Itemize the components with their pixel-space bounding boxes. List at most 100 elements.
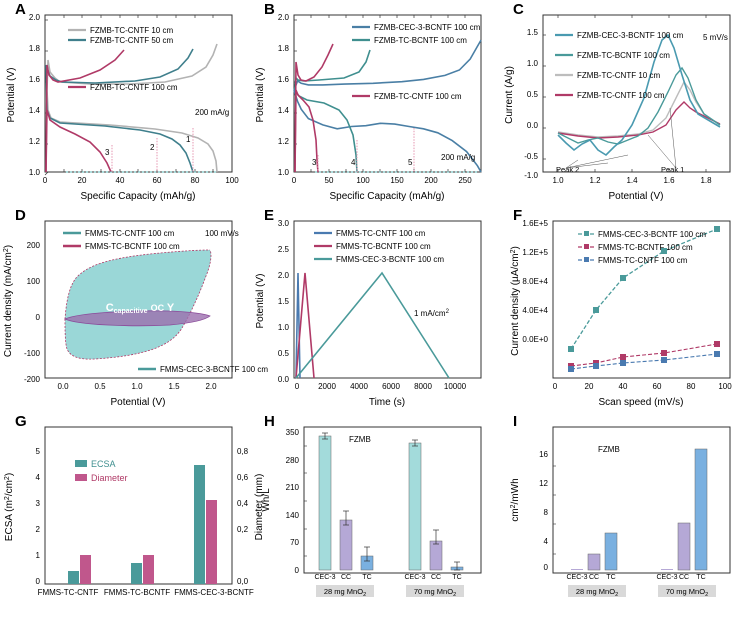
svg-text:ECSA: ECSA xyxy=(91,459,116,469)
svg-text:3.0: 3.0 xyxy=(278,219,290,228)
svg-text:0.0: 0.0 xyxy=(278,375,290,384)
svg-text:0.5: 0.5 xyxy=(94,382,106,391)
svg-text:CEC-3: CEC-3 xyxy=(404,574,425,581)
svg-text:0.5: 0.5 xyxy=(278,349,290,358)
svg-text:CC: CC xyxy=(341,574,351,581)
svg-text:4: 4 xyxy=(36,473,41,482)
svg-text:0: 0 xyxy=(295,566,300,575)
svg-text:1.6E+5: 1.6E+5 xyxy=(522,219,548,228)
svg-text:8: 8 xyxy=(544,508,549,517)
svg-text:-200: -200 xyxy=(24,375,41,384)
svg-text:200: 200 xyxy=(27,241,41,250)
svg-text:2.5: 2.5 xyxy=(278,245,290,254)
svg-text:0.0: 0.0 xyxy=(527,121,539,130)
svg-text:0: 0 xyxy=(36,577,41,586)
svg-text:1.0: 1.0 xyxy=(131,382,143,391)
svg-text:Potential (V): Potential (V) xyxy=(608,191,663,202)
svg-text:FZMB-TC-CNTF 100 cm: FZMB-TC-CNTF 100 cm xyxy=(374,92,462,101)
svg-text:FMMS-TC-BCNTF: FMMS-TC-BCNTF xyxy=(104,588,170,597)
svg-text:60: 60 xyxy=(153,176,162,185)
svg-text:TC: TC xyxy=(362,574,371,581)
svg-text:FMMS-TC-BCNTF 100 cm: FMMS-TC-BCNTF 100 cm xyxy=(336,242,431,251)
svg-text:Potential (V): Potential (V) xyxy=(110,397,165,408)
svg-text:100: 100 xyxy=(356,176,370,185)
svg-text:CEC-3: CEC-3 xyxy=(566,574,587,581)
svg-text:Scan speed (mV/s): Scan speed (mV/s) xyxy=(598,397,683,408)
svg-text:FZMB: FZMB xyxy=(598,445,620,454)
svg-text:2.0: 2.0 xyxy=(205,382,217,391)
svg-text:CEC-3: CEC-3 xyxy=(656,574,677,581)
svg-text:FMMS-TC-BCNTF 100 cm: FMMS-TC-BCNTF 100 cm xyxy=(598,243,693,252)
svg-text:200 mA/g: 200 mA/g xyxy=(441,153,475,162)
svg-text:CC: CC xyxy=(431,574,441,581)
svg-text:2: 2 xyxy=(36,525,41,534)
svg-text:-0.5: -0.5 xyxy=(524,152,538,161)
svg-text:Peak 2: Peak 2 xyxy=(556,165,579,174)
svg-text:1: 1 xyxy=(36,551,41,560)
svg-text:FMMS-CEC-3-BCNTF 100 cm: FMMS-CEC-3-BCNTF 100 cm xyxy=(336,255,444,264)
svg-text:100: 100 xyxy=(27,277,41,286)
svg-text:60: 60 xyxy=(653,382,662,391)
svg-text:40: 40 xyxy=(116,176,125,185)
svg-text:80: 80 xyxy=(191,176,200,185)
svg-text:100 mV/s: 100 mV/s xyxy=(205,229,239,238)
svg-text:4.0E+4: 4.0E+4 xyxy=(522,306,548,315)
svg-text:FZMB-TC-CNTF 100 cm: FZMB-TC-CNTF 100 cm xyxy=(577,91,665,100)
svg-text:0,4: 0,4 xyxy=(237,499,249,508)
svg-text:20: 20 xyxy=(585,382,594,391)
svg-text:4: 4 xyxy=(544,537,549,546)
svg-text:FMMS-CEC-3-BCNTF 100 cm: FMMS-CEC-3-BCNTF 100 cm xyxy=(598,230,706,239)
svg-text:2.0: 2.0 xyxy=(278,13,290,22)
svg-text:1.0: 1.0 xyxy=(29,168,41,177)
svg-text:200 mA/g: 200 mA/g xyxy=(195,108,229,117)
svg-text:1.0: 1.0 xyxy=(278,323,290,332)
svg-text:TC: TC xyxy=(452,574,461,581)
svg-text:1.0: 1.0 xyxy=(552,176,564,185)
svg-text:0.5: 0.5 xyxy=(527,90,539,99)
svg-text:FMMS-TC-CNTF: FMMS-TC-CNTF xyxy=(38,588,99,597)
svg-text:Potential (V): Potential (V) xyxy=(255,67,266,122)
svg-text:280: 280 xyxy=(286,456,300,465)
svg-text:1.0: 1.0 xyxy=(278,168,290,177)
svg-text:Current density (µA/cm2): Current density (µA/cm2) xyxy=(510,246,521,356)
svg-text:FZMB-TC-CNTF 100 cm: FZMB-TC-CNTF 100 cm xyxy=(90,83,178,92)
svg-text:Time (s): Time (s) xyxy=(369,397,405,408)
svg-text:80: 80 xyxy=(687,382,696,391)
svg-text:CC: CC xyxy=(679,574,689,581)
svg-text:0: 0 xyxy=(295,382,300,391)
svg-text:Specific Capacity (mAh/g): Specific Capacity (mAh/g) xyxy=(80,191,195,202)
svg-text:0.0E+0: 0.0E+0 xyxy=(522,335,548,344)
svg-text:150: 150 xyxy=(390,176,404,185)
svg-text:2: 2 xyxy=(150,143,155,152)
svg-text:0,0: 0,0 xyxy=(237,577,249,586)
svg-text:FMMS-TC-CNTF 100 cm: FMMS-TC-CNTF 100 cm xyxy=(598,256,688,265)
svg-text:Current density (mA/cm2): Current density (mA/cm2) xyxy=(3,245,14,357)
svg-text:8.0E+4: 8.0E+4 xyxy=(522,277,548,286)
svg-text:3: 3 xyxy=(36,499,41,508)
svg-text:CC: CC xyxy=(589,574,599,581)
svg-text:FMMS-TC-CNTF 100 cm: FMMS-TC-CNTF 100 cm xyxy=(336,229,426,238)
svg-text:FZMB-TC-CNTF 10 cm: FZMB-TC-CNTF 10 cm xyxy=(577,71,660,80)
svg-text:FMMS-CEC-3-BCNTF: FMMS-CEC-3-BCNTF xyxy=(174,588,254,597)
svg-text:1.2: 1.2 xyxy=(589,176,601,185)
svg-text:1.8: 1.8 xyxy=(700,176,712,185)
svg-text:FZMB-TC-CNTF 10 cm: FZMB-TC-CNTF 10 cm xyxy=(90,26,173,35)
svg-text:3: 3 xyxy=(105,148,110,157)
svg-text:250: 250 xyxy=(458,176,472,185)
svg-text:5: 5 xyxy=(408,158,413,167)
svg-text:50: 50 xyxy=(325,176,334,185)
svg-text:0: 0 xyxy=(36,313,41,322)
svg-text:1.4: 1.4 xyxy=(626,176,638,185)
svg-text:140: 140 xyxy=(286,511,300,520)
svg-text:FMMS-TC-BCNTF 100 cm: FMMS-TC-BCNTF 100 cm xyxy=(85,242,180,251)
svg-text:10000: 10000 xyxy=(444,382,467,391)
svg-text:FZMB-TC-BCNTF 100 cm: FZMB-TC-BCNTF 100 cm xyxy=(577,51,670,60)
svg-text:0: 0 xyxy=(553,382,558,391)
svg-text:200: 200 xyxy=(424,176,438,185)
svg-text:40: 40 xyxy=(619,382,628,391)
svg-text:1 mA/cm2: 1 mA/cm2 xyxy=(414,309,450,318)
svg-text:FZMB-CEC-3-BCNTF 100 cm: FZMB-CEC-3-BCNTF 100 cm xyxy=(374,23,481,32)
svg-text:FZMB-TC-BCNTF 100 cm: FZMB-TC-BCNTF 100 cm xyxy=(374,36,467,45)
svg-text:3: 3 xyxy=(312,158,317,167)
svg-text:16: 16 xyxy=(539,450,548,459)
